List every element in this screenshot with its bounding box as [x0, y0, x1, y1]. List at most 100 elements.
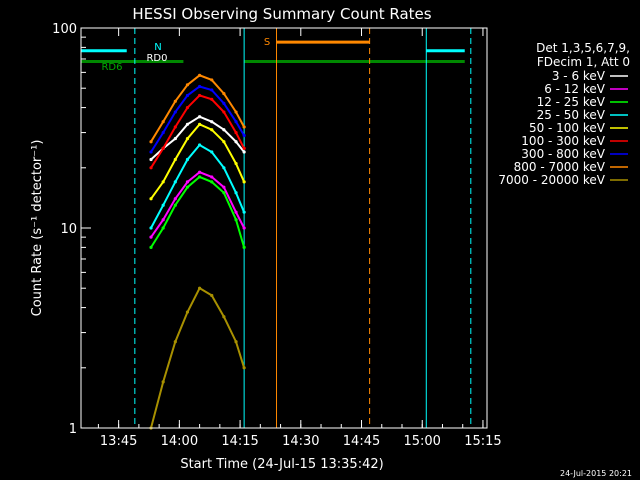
data-point: [222, 101, 226, 105]
data-point: [198, 286, 202, 290]
data-point: [242, 180, 246, 184]
axes: 13:45 14:00 14:15 14:30 14:45 15:00 15:15 1 10 10…: [52, 22, 502, 449]
data-point: [161, 218, 165, 222]
y-tick-label: 10: [60, 222, 77, 237]
data-point: [234, 130, 238, 135]
chart-title: HESSI Observing Summary Count Rates: [132, 5, 431, 23]
data-point: [149, 197, 153, 201]
data-point: [198, 115, 202, 119]
legend-label: 100 - 300 keV: [521, 134, 605, 148]
data-point: [198, 170, 202, 174]
data-point: [210, 128, 214, 132]
data-point: [149, 157, 153, 162]
data-point: [173, 157, 177, 162]
data-point: [234, 120, 238, 124]
data-point: [210, 150, 214, 154]
data-point: [242, 226, 246, 230]
data-point: [161, 226, 165, 230]
legend-title-line-2: FDecim 1, Att 0: [537, 55, 630, 69]
series-line: [150, 286, 246, 429]
data-point: [242, 245, 246, 249]
data-point: [173, 340, 177, 344]
data-point: [234, 161, 238, 166]
data-point: [185, 310, 190, 314]
data-point: [198, 73, 202, 77]
legend-label: 800 - 7000 keV: [514, 160, 606, 174]
data-point: [185, 105, 190, 110]
legend-title-line-1: Det 1,3,5,6,7,9,: [536, 41, 630, 55]
data-point: [242, 146, 246, 151]
legend-label: 25 - 50 keV: [537, 108, 606, 122]
data-point: [242, 150, 246, 154]
data-point: [185, 136, 190, 141]
data-point: [185, 83, 190, 87]
data-point: [149, 245, 153, 249]
x-tick-label: 14:45: [343, 434, 380, 449]
data-point: [210, 120, 214, 124]
data-point: [222, 91, 226, 96]
data-point: [185, 93, 190, 98]
data-point: [234, 210, 238, 214]
data-point: [210, 97, 214, 101]
data-point: [210, 88, 214, 92]
data-point: [173, 110, 177, 114]
data-point: [185, 122, 190, 126]
data-point: [149, 235, 153, 239]
data-point: [149, 166, 153, 170]
annotation-label: N: [154, 42, 161, 53]
data-point: [222, 191, 226, 195]
data-point: [198, 175, 202, 179]
legend-label: 7000 - 20000 keV: [498, 173, 605, 187]
data-point: [161, 380, 165, 384]
data-point: [234, 191, 238, 195]
data-point: [161, 146, 165, 151]
data-point: [149, 150, 153, 154]
x-tick-label: 15:15: [464, 434, 501, 449]
data-point: [222, 110, 226, 114]
data-point: [242, 125, 246, 129]
data-point: [234, 110, 238, 114]
data-point: [222, 315, 226, 319]
x-axis-label: Start Time (24-Jul-15 13:35:42): [180, 457, 383, 472]
data-point: [242, 210, 246, 214]
data-point: [161, 120, 165, 124]
data-point: [210, 293, 214, 298]
observing-bars: [81, 40, 465, 63]
data-point: [185, 157, 190, 162]
data-point: [198, 93, 202, 98]
data-point: [242, 133, 246, 138]
series-group: [149, 73, 246, 430]
data-point: [185, 185, 190, 189]
data-point: [173, 180, 177, 184]
data-point: [173, 197, 177, 201]
legend-label: 12 - 25 keV: [537, 95, 606, 109]
data-point: [198, 84, 202, 89]
legend-label: 6 - 12 keV: [544, 82, 606, 96]
x-tick-label: 14:15: [221, 434, 258, 449]
timestamp: 24-Jul-2015 20:21: [560, 469, 632, 478]
data-point: [210, 175, 214, 179]
data-point: [161, 130, 165, 135]
legend-label: 50 - 100 keV: [529, 121, 606, 135]
data-point: [173, 99, 177, 103]
data-point: [210, 78, 214, 82]
data-point: [149, 226, 153, 230]
data-point: [234, 140, 238, 144]
annotation-label: RD6: [101, 62, 122, 73]
data-point: [173, 203, 177, 207]
series-line: [150, 175, 246, 248]
data-point: [234, 340, 238, 344]
x-tick-label: 15:00: [403, 434, 440, 449]
data-point: [222, 140, 226, 144]
data-point: [173, 125, 177, 129]
annotation-label: RD0: [146, 53, 167, 64]
y-tick-label: 1: [69, 422, 77, 437]
data-point: [198, 122, 202, 126]
x-tick-label: 13:45: [100, 434, 137, 449]
data-point: [242, 366, 246, 370]
data-point: [222, 185, 226, 189]
data-point: [210, 180, 214, 184]
